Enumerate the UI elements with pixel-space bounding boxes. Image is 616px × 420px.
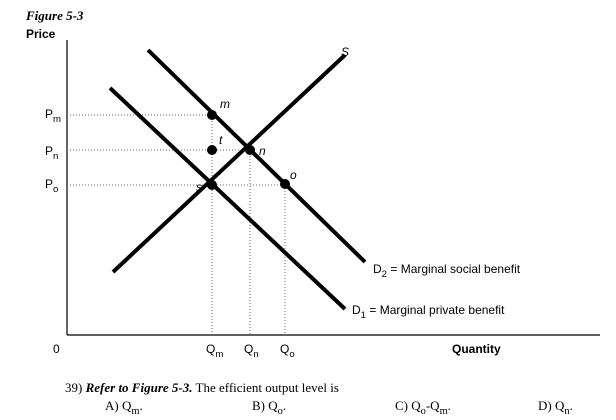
text-run: B) Q — [252, 398, 278, 413]
point-label: o — [290, 168, 297, 182]
subscript: m — [440, 406, 448, 417]
subscript: n — [53, 151, 58, 162]
quantity-label: Qn — [244, 342, 259, 360]
subscript: n — [564, 406, 570, 417]
text-run: . — [139, 398, 142, 413]
subscript: n — [253, 349, 258, 360]
subscript: o — [289, 349, 294, 360]
text-run: Refer to Figure 5-3. — [85, 380, 193, 395]
supply-label: S — [341, 45, 349, 59]
subscript: m — [131, 406, 139, 417]
text-run: D — [352, 303, 361, 317]
point-label: t — [219, 133, 223, 147]
subscript: m — [53, 114, 61, 125]
text-run: P — [45, 177, 53, 191]
origin: 0 — [53, 342, 60, 356]
text-run: . — [283, 398, 286, 413]
subscript: o — [421, 406, 426, 417]
price-label: Pm — [45, 107, 61, 125]
text-run: 39) — [65, 380, 86, 395]
text-run: P — [45, 144, 53, 158]
point-label: m — [220, 97, 230, 111]
demand-label: D1 = Marginal private benefit — [352, 303, 505, 321]
text-run: -Q — [426, 398, 440, 413]
subscript: 2 — [382, 269, 387, 280]
text-run: . — [570, 398, 573, 413]
subscript: o — [278, 406, 283, 417]
option: A) Qm. — [105, 398, 143, 417]
demand-social — [146, 48, 367, 264]
price-label: Po — [45, 177, 58, 195]
text-run: A) Q — [105, 398, 132, 413]
option: B) Qo. — [252, 398, 286, 417]
text-run: P — [45, 107, 53, 121]
x-axis-label: Quantity — [452, 342, 501, 356]
figure-label: Figure 5-3 — [25, 8, 84, 23]
quantity-label: Qm — [206, 342, 223, 360]
subscript: o — [53, 184, 58, 195]
option: D) Qn. — [538, 398, 573, 417]
demand-private — [108, 86, 347, 311]
point-label: s — [196, 180, 202, 194]
text-run: The efficient output level is — [192, 380, 338, 395]
text-run: = Marginal social benefit — [387, 262, 521, 276]
price-label: Pn — [45, 144, 58, 162]
points — [207, 110, 290, 190]
text-run: Q — [280, 342, 289, 356]
question: 39) Refer to Figure 5-3. The efficient o… — [65, 380, 339, 395]
text-run: . — [448, 398, 451, 413]
text-run: Q — [206, 342, 215, 356]
point-label: n — [259, 144, 266, 158]
text-run: D — [373, 262, 382, 276]
text-run: = Marginal private benefit — [366, 303, 505, 317]
demand-label: D2 = Marginal social benefit — [373, 262, 521, 280]
subscript: 1 — [361, 310, 366, 321]
subscript: m — [215, 349, 223, 360]
quantity-label: Qo — [280, 342, 295, 360]
text-run: C) Q — [395, 398, 421, 413]
text-run: Q — [244, 342, 253, 356]
supply-curve — [111, 53, 347, 274]
text-run: D) Q — [538, 398, 565, 413]
option: C) Qo-Qm. — [395, 398, 451, 417]
y-axis-label: Price — [26, 27, 56, 41]
